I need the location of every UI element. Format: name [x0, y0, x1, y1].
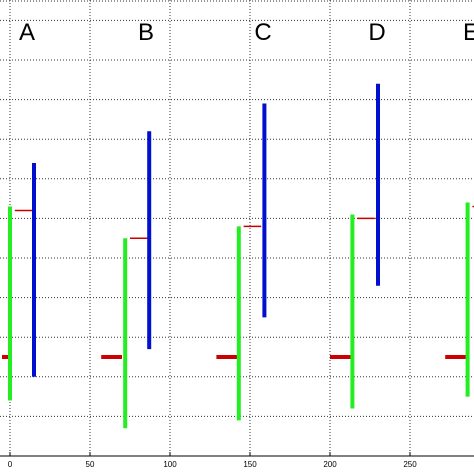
x-tick-label: 150	[243, 460, 257, 469]
x-tick-label: 100	[163, 460, 177, 469]
panel-label-c: C	[254, 19, 271, 46]
panel-label-e: E	[463, 19, 474, 46]
x-tick-label: 250	[403, 460, 417, 469]
chart-marks	[2, 83, 474, 429]
panel-labels: A B C D E	[19, 19, 474, 46]
panel-label-d: D	[368, 19, 385, 46]
x-tick-label: 200	[323, 460, 337, 469]
panel-label-a: A	[19, 19, 35, 46]
x-axis: 0 50 100 150 200 250	[0, 452, 474, 469]
panel-label-b: B	[138, 19, 154, 46]
x-tick-label: 50	[86, 460, 95, 469]
x-tick-label: 0	[8, 460, 13, 469]
